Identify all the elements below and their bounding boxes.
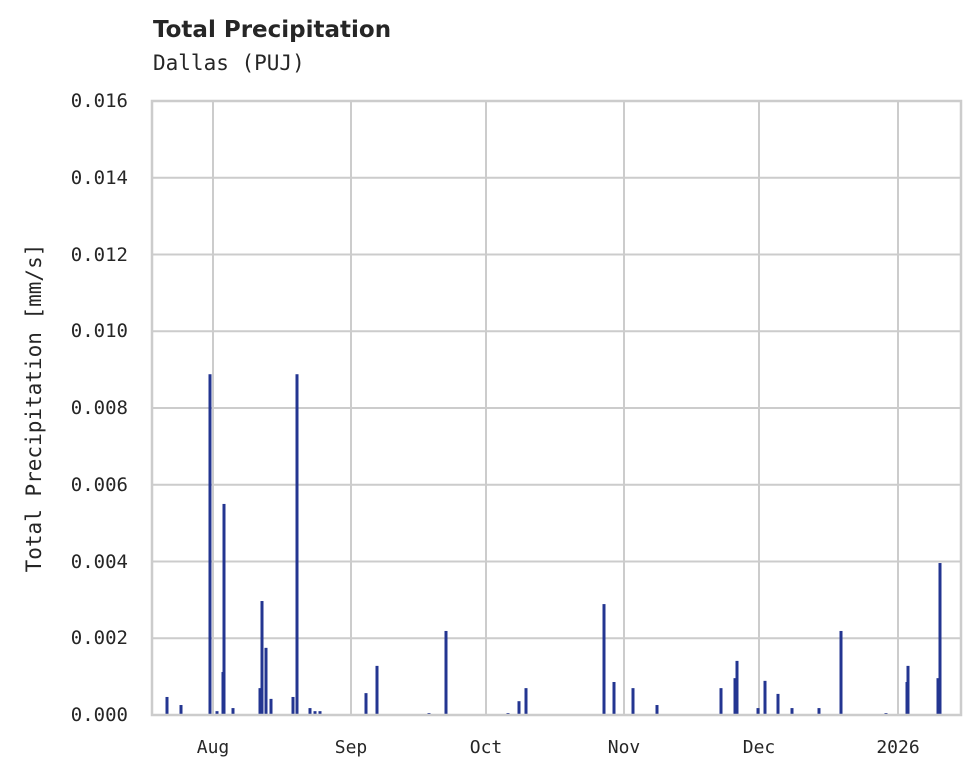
precipitation-bar: [258, 688, 262, 715]
precipitation-bar: [906, 665, 910, 715]
x-tick-label: 2026: [876, 737, 920, 758]
y-tick-label: 0.010: [70, 320, 128, 343]
precipitation-bar: [756, 708, 760, 715]
precipitation-bar: [269, 698, 273, 715]
precipitation-bar: [524, 688, 528, 715]
precipitation-bar: [364, 693, 368, 715]
precipitation-bar: [179, 705, 183, 715]
precipitation-bar: [291, 696, 295, 715]
precipitation-bar: [208, 374, 212, 715]
y-tick-label: 0.014: [70, 166, 128, 189]
precipitation-bar: [308, 708, 312, 715]
precipitation-bar: [790, 708, 794, 715]
y-tick-label: 0.006: [70, 473, 128, 496]
y-tick-label: 0.000: [70, 704, 128, 726]
y-tick-label: 0.002: [70, 627, 128, 650]
precipitation-bar: [763, 680, 767, 715]
precipitation-bars: [165, 374, 942, 715]
precipitation-bar: [655, 705, 659, 715]
x-tick-label: Oct: [469, 737, 503, 758]
precipitation-bar: [735, 660, 739, 715]
precipitation-bar: [776, 693, 780, 715]
precipitation-bar: [318, 711, 322, 715]
precipitation-bar: [215, 711, 219, 715]
precipitation-bar: [231, 708, 235, 715]
precipitation-bar: [375, 665, 379, 715]
precipitation-bar: [517, 701, 521, 715]
y-tick-label: 0.016: [70, 90, 128, 112]
gridlines: [152, 100, 961, 716]
x-tick-label: Sep: [334, 737, 368, 758]
y-tick-label: 0.012: [70, 243, 128, 266]
precipitation-bar: [938, 563, 942, 715]
chart-subtitle: Dallas (PUJ): [153, 51, 305, 75]
x-tick-label: Dec: [742, 737, 776, 758]
x-tick-label: Nov: [607, 737, 641, 758]
precipitation-bar: [817, 708, 821, 715]
precipitation-bar: [444, 630, 448, 715]
precipitation-bar: [612, 681, 616, 715]
y-tick-label: 0.004: [70, 550, 128, 573]
precipitation-bar: [260, 601, 264, 715]
precipitation-bar: [719, 688, 723, 715]
precipitation-bar: [222, 503, 226, 715]
precipitation-bar: [936, 678, 940, 715]
precipitation-bar: [631, 688, 635, 715]
precipitation-bar: [313, 711, 317, 715]
precipitation-bar: [295, 374, 299, 715]
precipitation-bar: [733, 678, 737, 715]
y-tick-label: 0.008: [70, 397, 128, 419]
precipitation-bar: [839, 630, 843, 715]
chart-title: Total Precipitation: [153, 17, 392, 43]
precipitation-bar: [264, 647, 268, 715]
precipitation-bar: [165, 696, 169, 715]
precipitation-bar: [602, 604, 606, 715]
plot-frame: [150, 99, 963, 717]
x-tick-label: Aug: [196, 737, 230, 758]
